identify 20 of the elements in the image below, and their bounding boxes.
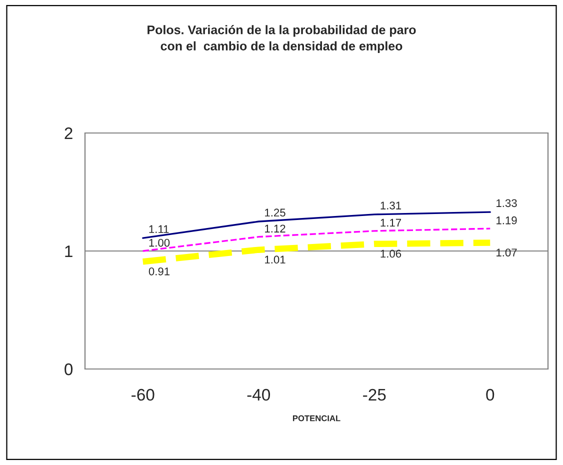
data-label: 0.91: [148, 267, 170, 276]
y-tick-label: 1: [65, 246, 72, 258]
data-label: 1.19: [496, 216, 517, 224]
x-tick-label: 0: [486, 388, 494, 401]
data-label: 1.25: [265, 208, 286, 217]
y-tick-label: 0: [64, 363, 73, 376]
data-label: 1.33: [496, 199, 517, 208]
chart-title: Polos. Variación de la la probabilidad de paro con el cambio de la densidad de empleo: [148, 25, 416, 53]
x-tick-label: -40: [247, 388, 270, 401]
y-tick-label: 2: [64, 127, 72, 140]
data-label: 1.12: [265, 224, 286, 232]
data-label: 1.11: [149, 225, 169, 233]
data-label: 1.31: [380, 202, 402, 210]
x-tick-label: -25: [363, 388, 386, 401]
data-label: 1.06: [380, 250, 402, 258]
x-tick-label: -60: [132, 388, 154, 401]
x-axis-title: POTENCIAL: [292, 415, 340, 422]
data-label: 1.17: [380, 218, 401, 227]
data-label: 1.00: [149, 238, 170, 247]
data-label: 1.01: [265, 256, 286, 264]
